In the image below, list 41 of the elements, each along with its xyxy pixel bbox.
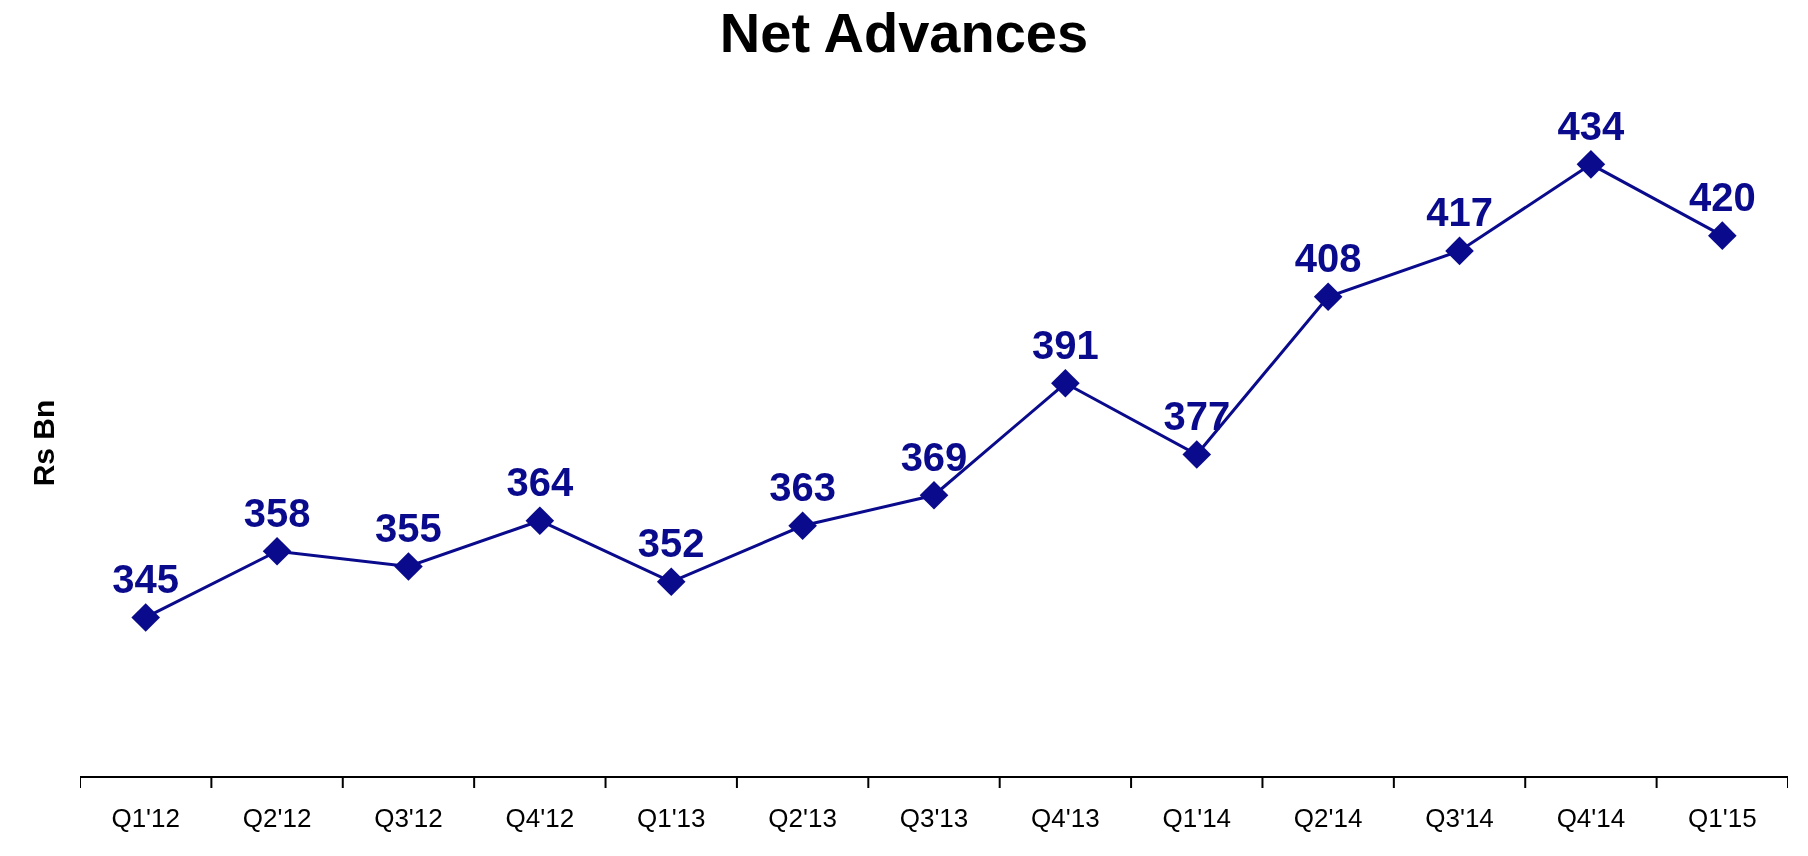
- point: [131, 603, 160, 632]
- data-label: 417: [1426, 190, 1493, 235]
- x-tick-label: Q2'12: [242, 803, 312, 834]
- point: [525, 506, 555, 536]
- point: [1708, 221, 1737, 250]
- data-label: 408: [1294, 235, 1362, 280]
- x-tick-label: Q2'13: [768, 803, 837, 834]
- x-tick-label: Q3'14: [1425, 803, 1494, 834]
- data-label: 352: [637, 521, 705, 566]
- x-tick-label: Q4'12: [505, 803, 575, 834]
- point: [656, 567, 686, 597]
- point: [1313, 282, 1343, 312]
- data-label: 358: [243, 490, 311, 535]
- y-axis-title: Rs Bn: [27, 399, 60, 487]
- point: [1576, 150, 1606, 179]
- x-tick-label: Q1'15: [1688, 803, 1757, 834]
- data-label: 369: [900, 434, 968, 479]
- data-label: 364: [506, 459, 574, 504]
- data-label: 355: [375, 505, 442, 550]
- x-tick-label: Q1'14: [1162, 803, 1232, 834]
- chart-title: Net Advances: [719, 1, 1089, 65]
- x-tick-label: Q1'13: [636, 803, 706, 834]
- data-label: 420: [1688, 174, 1756, 219]
- x-tick-label: Q4'13: [1031, 803, 1100, 834]
- data-label: 363: [769, 465, 836, 510]
- data-label: 345: [112, 556, 180, 601]
- point: [788, 511, 817, 541]
- x-tick-label: Q2'14: [1293, 803, 1363, 834]
- point: [1445, 236, 1474, 266]
- point: [394, 552, 423, 581]
- point: [1182, 440, 1212, 469]
- point: [1051, 368, 1080, 398]
- x-tick-label: Q1'12: [111, 803, 180, 834]
- point: [919, 480, 949, 510]
- x-tick-label: Q4'14: [1556, 803, 1626, 834]
- point: [262, 536, 292, 566]
- data-label: 434: [1557, 103, 1626, 148]
- x-tick-label: Q3'13: [899, 803, 969, 834]
- x-tick-label: Q3'12: [374, 803, 443, 834]
- data-label: 391: [1032, 322, 1099, 367]
- data-label: 377: [1163, 393, 1231, 438]
